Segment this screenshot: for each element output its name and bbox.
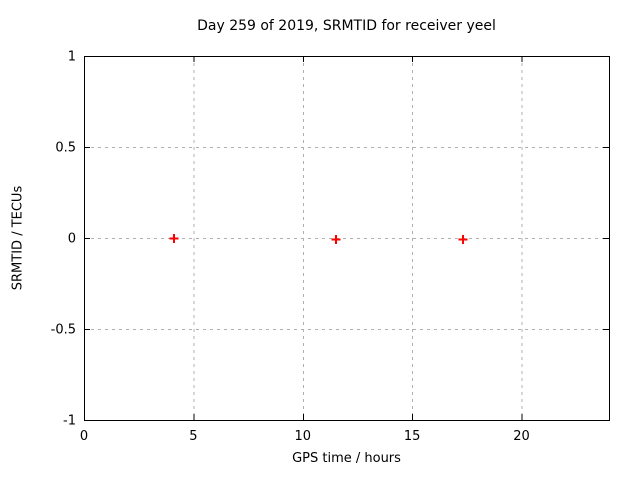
x-tick-label: 5	[189, 429, 197, 444]
y-tick-label: 0.5	[55, 141, 76, 156]
y-tick-label: 0	[68, 232, 76, 247]
y-tick-label: 1	[68, 50, 76, 65]
x-tick-label: 20	[513, 429, 530, 444]
x-tick-label: 0	[80, 429, 88, 444]
x-tick-label: 10	[294, 429, 311, 444]
chart-title: Day 259 of 2019, SRMTID for receiver yee…	[197, 18, 496, 34]
x-axis-label: GPS time / hours	[292, 451, 401, 466]
y-tick-label: -0.5	[51, 323, 76, 338]
x-tick-label: 15	[404, 429, 421, 444]
y-tick-label: -1	[63, 414, 76, 429]
